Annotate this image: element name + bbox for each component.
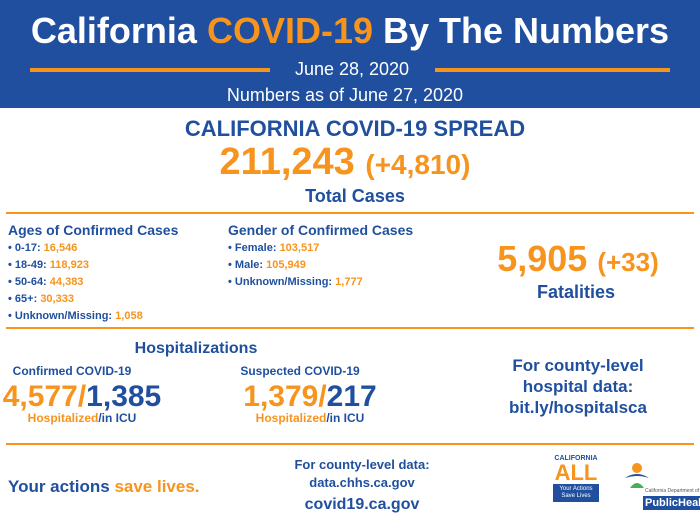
icu-label: /in ICU bbox=[326, 411, 365, 425]
spread-heading: CALIFORNIA COVID-19 SPREAD bbox=[184, 116, 526, 141]
logo-text: PublicHealth bbox=[643, 496, 700, 510]
ages-heading: Ages of Confirmed Cases bbox=[8, 222, 179, 238]
divider bbox=[30, 68, 270, 72]
item-value: 103,517 bbox=[279, 242, 320, 254]
gender-heading: Gender of Confirmed Cases bbox=[228, 222, 414, 238]
group-labels: Hospitalized/in ICU bbox=[256, 411, 365, 425]
divider bbox=[6, 443, 694, 445]
logo-text: CALIFORNIA bbox=[554, 455, 598, 462]
slogan-start: Your actions bbox=[8, 477, 110, 496]
slogan-highlight: save lives. bbox=[114, 477, 200, 496]
logo-shape bbox=[630, 483, 644, 488]
item-value: 30,333 bbox=[40, 293, 74, 305]
divider bbox=[6, 212, 694, 214]
divider bbox=[435, 68, 670, 72]
group-labels: Hospitalized/in ICU bbox=[28, 411, 137, 425]
logo-ca-all: CALIFORNIA ALL Your Actions Save Lives bbox=[553, 455, 599, 515]
line: hospital data: bbox=[522, 377, 634, 396]
list-item: • 50-64: 44,383 bbox=[8, 276, 84, 288]
as-of: Numbers as of June 27, 2020 bbox=[226, 85, 464, 105]
item-label: 0-17: bbox=[14, 242, 41, 254]
item-label: 50-64: bbox=[14, 276, 47, 288]
logo-icon bbox=[625, 463, 649, 488]
line: bit.ly/hospitalsca bbox=[509, 398, 647, 417]
hospitalized-label: Hospitalized bbox=[27, 411, 99, 425]
list-item: • 18-49: 118,923 bbox=[8, 259, 89, 271]
item-label: 65+: bbox=[14, 293, 38, 305]
item-label: Female: bbox=[234, 242, 277, 254]
line: For county-level bbox=[512, 356, 644, 375]
item-label: Unknown/Missing: bbox=[14, 310, 113, 322]
ages-list: • 0-17: 16,546 • 18-49: 118,923 • 50-64: 4… bbox=[8, 240, 143, 325]
slogan: Your actions save lives. bbox=[8, 477, 200, 497]
change: (+4,810) bbox=[365, 149, 471, 180]
group-numbers: 4,577/1,385 bbox=[3, 380, 162, 414]
title: California COVID-19 By The Numbers bbox=[31, 10, 669, 52]
total-label: Total Cases bbox=[305, 186, 405, 206]
list-item: • 0-17: 16,546 bbox=[8, 242, 78, 254]
county-data-label: For county-level data: bbox=[294, 457, 430, 472]
item-label: 18-49: bbox=[14, 259, 47, 271]
logo-text: California Department of bbox=[645, 488, 700, 494]
hospitalized: 1,379 bbox=[243, 380, 319, 413]
total: 211,243 bbox=[219, 141, 355, 183]
list-item: • Unknown/Missing: 1,058 bbox=[8, 310, 143, 322]
logo-shape bbox=[625, 474, 649, 478]
group-numbers: 1,379/217 bbox=[243, 380, 376, 414]
list-item: • Unknown/Missing: 1,777 bbox=[228, 276, 363, 288]
separator: / bbox=[318, 380, 327, 413]
county-data: For county-level data: data.chhs.ca.gov bbox=[294, 456, 429, 492]
list-item: • 65+: 30,333 bbox=[8, 293, 74, 305]
group-title: Suspected COVID-19 bbox=[240, 364, 360, 378]
date: June 28, 2020 bbox=[294, 59, 410, 79]
separator: / bbox=[77, 380, 87, 413]
title-highlight: COVID-19 bbox=[206, 10, 373, 51]
hospitalized: 4,577 bbox=[2, 380, 78, 413]
divider bbox=[6, 327, 694, 329]
icu: 1,385 bbox=[86, 380, 162, 413]
county-hospital: For county-level hospital data: bit.ly/h… bbox=[509, 355, 647, 418]
item-value: 118,923 bbox=[49, 259, 89, 271]
group-title: Confirmed COVID-19 bbox=[12, 364, 132, 378]
item-value: 1,058 bbox=[115, 310, 143, 322]
item-value: 1,777 bbox=[335, 276, 363, 288]
list-item: • Male: 105,949 bbox=[228, 259, 306, 271]
item-label: Male: bbox=[234, 259, 264, 271]
county-data-url: data.chhs.ca.gov bbox=[309, 475, 415, 490]
total: 5,905 bbox=[497, 238, 588, 279]
total-cases: 211,243 (+4,810) bbox=[220, 141, 471, 184]
item-value: 105,949 bbox=[266, 259, 306, 271]
website: covid19.ca.gov bbox=[304, 496, 420, 513]
item-value: 16,546 bbox=[43, 242, 78, 254]
hospitalized-label: Hospitalized bbox=[255, 411, 327, 425]
header: California COVID-19 By The Numbers June … bbox=[0, 0, 700, 108]
logo-text: Your Actions Save Lives bbox=[553, 484, 599, 502]
item-label: Unknown/Missing: bbox=[234, 276, 333, 288]
item-value: 44,383 bbox=[49, 276, 84, 288]
logo-shape bbox=[632, 463, 642, 473]
fatalities-count: 5,905 (+33) bbox=[497, 238, 659, 280]
logo-text: ALL bbox=[554, 460, 598, 485]
list-item: • Female: 103,517 bbox=[228, 242, 320, 254]
title-end: By The Numbers bbox=[383, 10, 670, 51]
fatalities-label: Fatalities bbox=[536, 282, 616, 302]
change: (+33) bbox=[597, 247, 659, 277]
title-start: California bbox=[30, 10, 197, 51]
hospitalizations-heading: Hospitalizations bbox=[134, 340, 258, 357]
icu-label: /in ICU bbox=[98, 411, 137, 425]
icu: 217 bbox=[326, 380, 377, 413]
gender-list: • Female: 103,517 • Male: 105,949 • Unknow… bbox=[228, 240, 363, 291]
